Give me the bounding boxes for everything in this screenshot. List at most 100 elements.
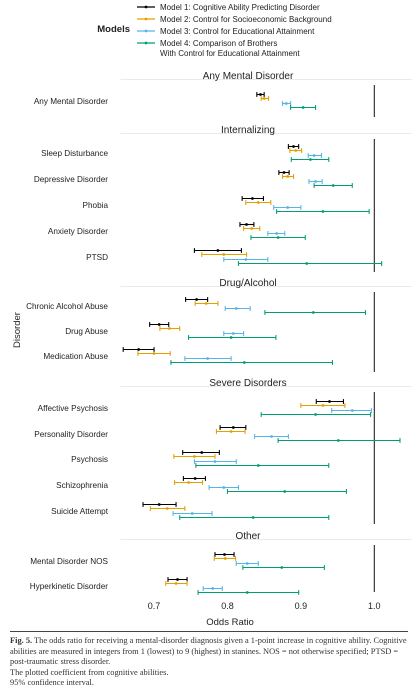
row-label: Drug Abuse	[65, 327, 108, 336]
point-estimate	[174, 582, 178, 585]
legend-title: Models	[97, 24, 130, 35]
x-tick-label: 0.7	[148, 601, 161, 611]
point-estimate	[193, 477, 197, 480]
point-estimate	[176, 578, 179, 581]
point-estimate	[245, 591, 249, 594]
row-label: Schizophrenia	[56, 481, 108, 490]
point-estimate	[312, 154, 316, 157]
point-estimate	[229, 336, 233, 339]
point-estimate	[137, 348, 141, 351]
point-estimate	[276, 236, 280, 239]
point-estimate	[292, 145, 295, 148]
row-label: Psychosis	[71, 455, 108, 464]
point-estimate	[242, 361, 246, 364]
point-estimate	[256, 464, 260, 467]
point-estimate	[314, 180, 317, 183]
point-estimate	[211, 587, 215, 590]
point-estimate	[190, 512, 194, 515]
point-estimate	[204, 302, 208, 305]
row-label: Any Mental Disorder	[34, 97, 108, 106]
point-estimate	[206, 357, 210, 360]
caption-note-coefficient: The plotted coefficient from cognitive a…	[10, 667, 169, 677]
point-estimate	[250, 227, 254, 230]
row-label: Chronic Alcohol Abuse	[26, 302, 108, 311]
row-label: Personality Disorder	[34, 430, 108, 439]
point-estimate	[229, 430, 233, 433]
point-estimate	[305, 262, 309, 265]
point-estimate	[251, 516, 255, 519]
group-title: Any Mental Disorder	[203, 71, 294, 82]
row-label: Suicide Attempt	[51, 507, 109, 516]
forest-plot: Models Model 1: Cognitive Ability Predict…	[12, 3, 412, 628]
point-estimate	[223, 553, 226, 556]
point-estimate	[262, 97, 266, 100]
point-estimate	[301, 106, 305, 109]
caption-text: The odds ratio for receiving a mental-di…	[10, 636, 407, 667]
x-tick-label: 0.8	[221, 601, 234, 611]
row-label: Affective Psychosis	[38, 404, 108, 413]
point-estimate	[195, 298, 199, 301]
point-estimate	[311, 311, 315, 314]
point-estimate	[187, 481, 190, 484]
legend-swatch-dot	[144, 17, 148, 21]
point-estimate	[314, 413, 317, 416]
legend-label: Model 1: Cognitive Ability Predicting Di…	[160, 3, 320, 12]
point-estimate	[284, 102, 288, 105]
point-estimate	[259, 93, 262, 96]
row-label: Phobia	[83, 201, 109, 210]
legend-label: Model 4: Comparison of Brothers	[160, 39, 277, 48]
point-estimate	[294, 149, 298, 152]
point-estimate	[283, 490, 287, 493]
point-estimate	[256, 201, 260, 204]
row-label: Anxiety Disorder	[48, 227, 108, 236]
point-estimate	[222, 486, 226, 489]
point-estimate	[282, 171, 286, 174]
x-axis-label: Odds Ratio	[206, 617, 254, 628]
x-tick-label: 0.9	[295, 601, 308, 611]
point-estimate	[152, 352, 156, 355]
point-estimate	[231, 332, 235, 335]
panel-separator	[120, 133, 412, 134]
point-estimate	[328, 400, 331, 403]
caption-rule	[10, 631, 408, 632]
row-label: Sleep Disturbance	[41, 149, 108, 158]
row-label: Mental Disorder NOS	[30, 557, 108, 566]
point-estimate	[280, 566, 284, 569]
point-estimate	[234, 307, 238, 310]
figure-label: Fig. 5.	[10, 636, 33, 645]
point-estimate	[331, 184, 335, 187]
point-estimate	[165, 507, 169, 510]
point-estimate	[309, 158, 312, 161]
caption-paragraph: Fig. 5. The odds ratio for receiving a m…	[10, 636, 408, 668]
legend-swatch-dot	[144, 29, 148, 33]
point-estimate	[216, 249, 220, 252]
row-label: Hyperkinetic Disorder	[30, 582, 109, 591]
point-estimate	[193, 455, 196, 458]
point-estimate	[245, 223, 248, 226]
point-estimate	[157, 503, 161, 506]
y-axis-label: Disorder	[12, 312, 23, 348]
row-label: Depressive Disorder	[34, 175, 108, 184]
group-title: Drug/Alcohol	[219, 278, 276, 289]
point-estimate	[244, 258, 248, 261]
point-estimate	[222, 253, 226, 256]
point-estimate	[286, 175, 290, 178]
point-estimate	[350, 409, 354, 412]
point-estimate	[321, 210, 325, 213]
legend-swatch-dot	[144, 41, 148, 45]
row-label: PTSD	[86, 253, 108, 262]
panel-separator	[120, 286, 412, 287]
panel-separator	[120, 539, 412, 540]
figure-caption: Fig. 5. The odds ratio for receiving a m…	[10, 631, 408, 689]
point-estimate	[321, 404, 325, 407]
panel-separator	[120, 79, 412, 80]
point-estimate	[270, 435, 273, 438]
point-estimate	[200, 451, 204, 454]
group-title: Other	[235, 531, 261, 542]
x-tick-label: 1.0	[368, 601, 381, 611]
point-estimate	[245, 562, 249, 565]
panel-separator	[120, 386, 412, 387]
point-estimate	[231, 426, 235, 429]
point-estimate	[157, 323, 161, 326]
legend-label: Model 2: Control for Socioeconomic Backg…	[160, 15, 332, 24]
